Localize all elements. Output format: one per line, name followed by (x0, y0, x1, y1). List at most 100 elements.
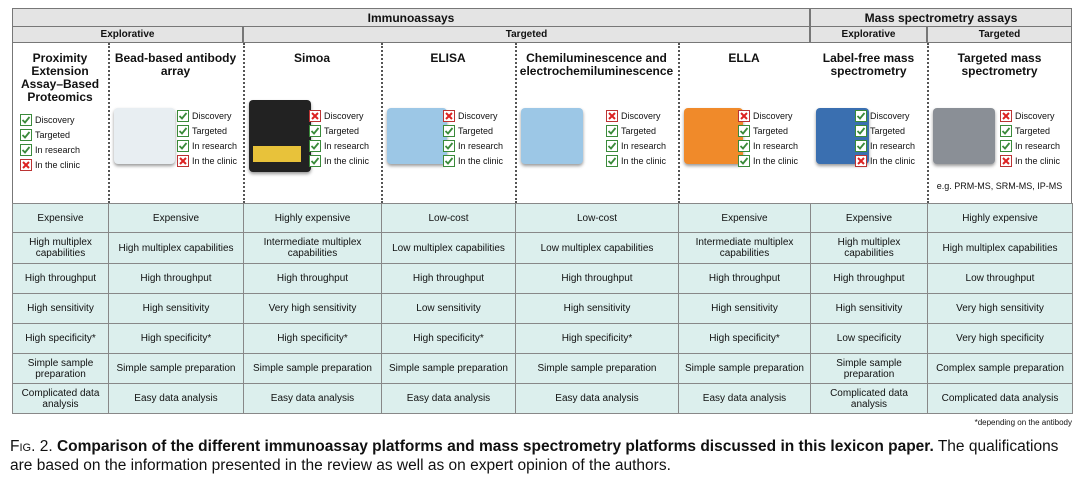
platform-title: Targeted mass spectrometry (957, 51, 1042, 78)
table-cell: Low throughput (927, 263, 1073, 294)
check-icon (855, 109, 867, 122)
checklist-label: Discovery (621, 110, 661, 121)
platform-title: ELISA (430, 51, 466, 65)
table-cell: High throughput (243, 263, 382, 294)
checklist-item: In the clinic (20, 157, 80, 172)
checklist-label: In research (35, 144, 81, 155)
checklist-item: In research (606, 138, 666, 153)
checklist-item: Targeted (20, 127, 70, 142)
check-icon (20, 128, 32, 141)
table-cell: High throughput (381, 263, 516, 294)
table-cell: Complicated data analysis (927, 383, 1073, 414)
check-icon (20, 113, 32, 126)
check-icon (606, 124, 618, 137)
checklist-item: Discovery (738, 108, 793, 123)
checklist-label: In the clinic (753, 155, 799, 166)
checklist-label: Targeted (324, 125, 360, 136)
subgroup-header: Targeted (243, 26, 810, 43)
checklist-label: Targeted (753, 125, 789, 136)
checklist-item: In research (177, 138, 237, 153)
cross-icon (738, 109, 750, 122)
checklist-item: In research (855, 138, 915, 153)
check-icon (177, 139, 189, 152)
table-cell: Low-cost (515, 203, 679, 233)
check-icon (443, 154, 455, 167)
check-icon (443, 124, 455, 137)
divider (243, 43, 245, 203)
divider (381, 43, 383, 203)
device-image (387, 108, 448, 164)
subgroup-header: Targeted (927, 26, 1072, 43)
checklist-label: In research (192, 140, 238, 151)
checklist-item: Discovery (20, 112, 75, 127)
checklist-item: Targeted (443, 123, 493, 138)
cross-icon (1000, 154, 1012, 167)
checklist-label: In the clinic (35, 159, 81, 170)
check-icon (1000, 139, 1012, 152)
checklist-label: Targeted (35, 129, 71, 140)
check-icon (738, 124, 750, 137)
table-cell: Expensive (810, 203, 928, 233)
table-cell: Low sensitivity (381, 293, 516, 324)
table-cell: Easy data analysis (243, 383, 382, 414)
checklist-item: Targeted (309, 123, 359, 138)
group-header: Immunoassays (12, 8, 810, 27)
checklist-label: Discovery (192, 110, 232, 121)
table-cell: High specificity* (108, 323, 244, 354)
table-cell: Complicated data analysis (810, 383, 928, 414)
checklist-label: Discovery (324, 110, 364, 121)
check-icon (855, 139, 867, 152)
table-cell: High specificity* (12, 323, 109, 354)
platform-title: ELLA (728, 51, 760, 65)
table-cell: High specificity* (515, 323, 679, 354)
caption-label: Fig. 2. (10, 438, 53, 455)
check-icon (443, 139, 455, 152)
table-cell: High sensitivity (678, 293, 811, 324)
table-cell: Simple sample preparation (810, 353, 928, 384)
table-cell: Simple sample preparation (243, 353, 382, 384)
checklist-item: Targeted (738, 123, 788, 138)
table-cell: High sensitivity (12, 293, 109, 324)
table-cell: Highly expensive (927, 203, 1073, 233)
checklist-item: In the clinic (309, 153, 369, 168)
checklist-label: In research (870, 140, 916, 151)
checklist-label: Discovery (870, 110, 910, 121)
cross-icon (855, 154, 867, 167)
table-cell: High throughput (810, 263, 928, 294)
checklist-label: In the clinic (870, 155, 916, 166)
table-cell: High throughput (12, 263, 109, 294)
table-cell: High multiplex capabilities (810, 232, 928, 264)
checklist-item: In research (443, 138, 503, 153)
check-icon (738, 139, 750, 152)
checklist-label: Targeted (458, 125, 494, 136)
checklist-item: Discovery (309, 108, 364, 123)
checklist-label: In the clinic (621, 155, 667, 166)
checklist-item: Targeted (1000, 123, 1050, 138)
table-cell: Low multiplex capabilities (515, 232, 679, 264)
check-icon (20, 143, 32, 156)
checklist-item: In research (1000, 138, 1060, 153)
checklist-label: Discovery (35, 114, 75, 125)
check-icon (309, 124, 321, 137)
table-cell: High sensitivity (810, 293, 928, 324)
table-cell: Very high sensitivity (927, 293, 1073, 324)
checklist-label: In research (1015, 140, 1061, 151)
check-icon (855, 124, 867, 137)
checklist-label: In research (458, 140, 504, 151)
table-cell: Highly expensive (243, 203, 382, 233)
table-cell: High multiplex capabilities (927, 232, 1073, 264)
table-cell: Simple sample preparation (108, 353, 244, 384)
checklist-label: Targeted (192, 125, 228, 136)
checklist-item: In the clinic (606, 153, 666, 168)
subgroup-header: Explorative (810, 26, 927, 43)
checklist-item: Discovery (177, 108, 232, 123)
table-cell: High sensitivity (108, 293, 244, 324)
check-icon (309, 139, 321, 152)
caption: Fig. 2. Comparison of the different immu… (10, 437, 1075, 475)
checklist-item: Discovery (855, 108, 910, 123)
divider (515, 43, 517, 203)
cross-icon (443, 109, 455, 122)
checklist-label: Discovery (1015, 110, 1055, 121)
caption-bold: Comparison of the different immunoassay … (56, 438, 934, 455)
